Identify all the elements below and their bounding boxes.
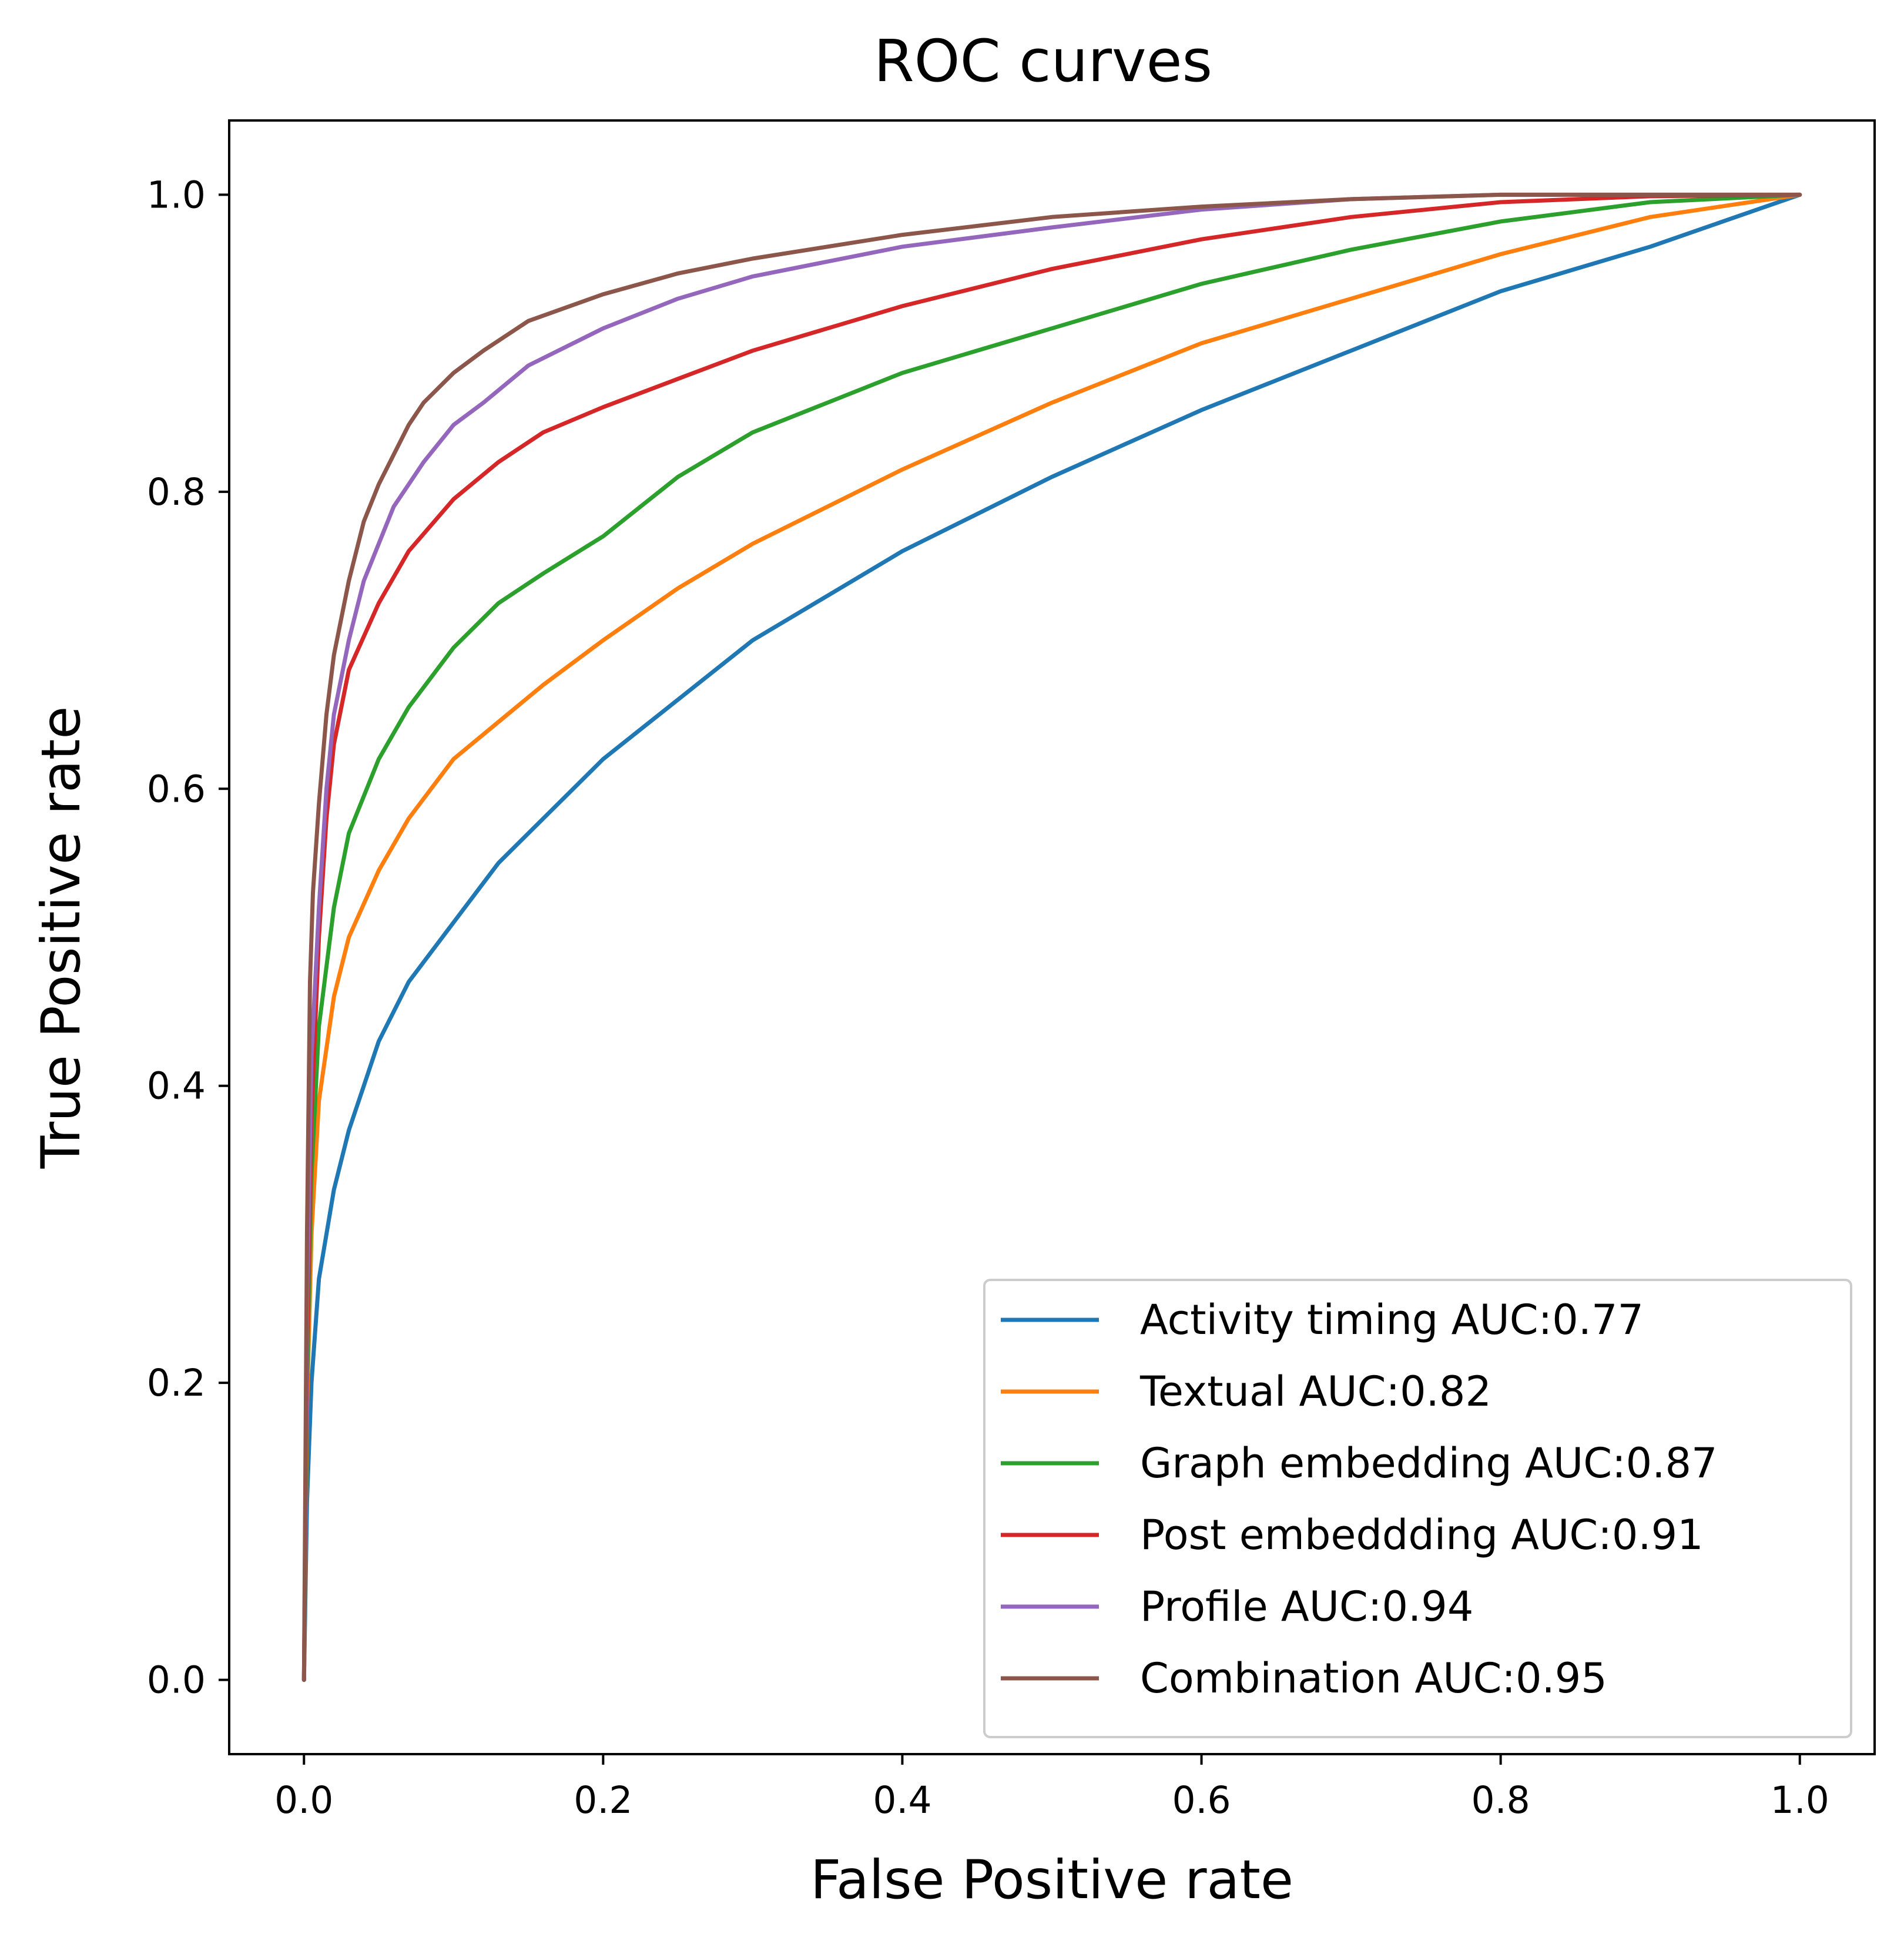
y-tick-label: 0.6: [147, 767, 206, 810]
x-axis-label: False Positive rate: [810, 1849, 1293, 1911]
legend-label-0: Activity timing AUC:0.77: [1140, 1296, 1644, 1344]
series-line-0: [301, 192, 1802, 1682]
plot-frame: [228, 119, 1876, 1755]
x-tick-label: 0.2: [574, 1779, 632, 1822]
legend-box: [983, 1279, 1852, 1738]
y-tick-label: 0.0: [147, 1659, 206, 1702]
x-tick-label: 0.8: [1471, 1779, 1530, 1822]
y-tick-label: 0.4: [147, 1065, 206, 1108]
series-line-5: [301, 192, 1802, 1682]
plot-area: [301, 192, 1802, 1682]
legend-label-4: Profile AUC:0.94: [1140, 1583, 1473, 1631]
legend-label-1: Textual AUC:0.82: [1139, 1367, 1491, 1416]
y-axis-label: True Positive rate: [31, 706, 92, 1169]
chart-title: ROC curves: [874, 28, 1212, 95]
legend-label-3: Post embeddding AUC:0.91: [1140, 1511, 1704, 1559]
x-axis: 0.0 0.2 0.4 0.6 0.8 1.0: [274, 1754, 1829, 1822]
x-tick-label: 0.4: [873, 1779, 931, 1822]
y-tick-label: 1.0: [147, 173, 206, 216]
x-tick-label: 0.6: [1172, 1779, 1231, 1822]
series-line-4: [301, 192, 1802, 1682]
legend-label-2: Graph embedding AUC:0.87: [1140, 1439, 1718, 1487]
y-tick-label: 0.8: [147, 471, 206, 514]
y-tick-label: 0.2: [147, 1362, 206, 1404]
x-tick-label: 0.0: [274, 1779, 333, 1822]
legend-label-5: Combination AUC:0.95: [1140, 1654, 1607, 1702]
series-line-1: [301, 192, 1802, 1682]
legend: Activity timing AUC:0.77 Textual AUC:0.82…: [983, 1279, 1852, 1738]
series-line-2: [301, 192, 1802, 1682]
y-axis: 0.0 0.2 0.4 0.6 0.8 1.0: [147, 173, 229, 1702]
x-tick-label: 1.0: [1771, 1779, 1829, 1822]
